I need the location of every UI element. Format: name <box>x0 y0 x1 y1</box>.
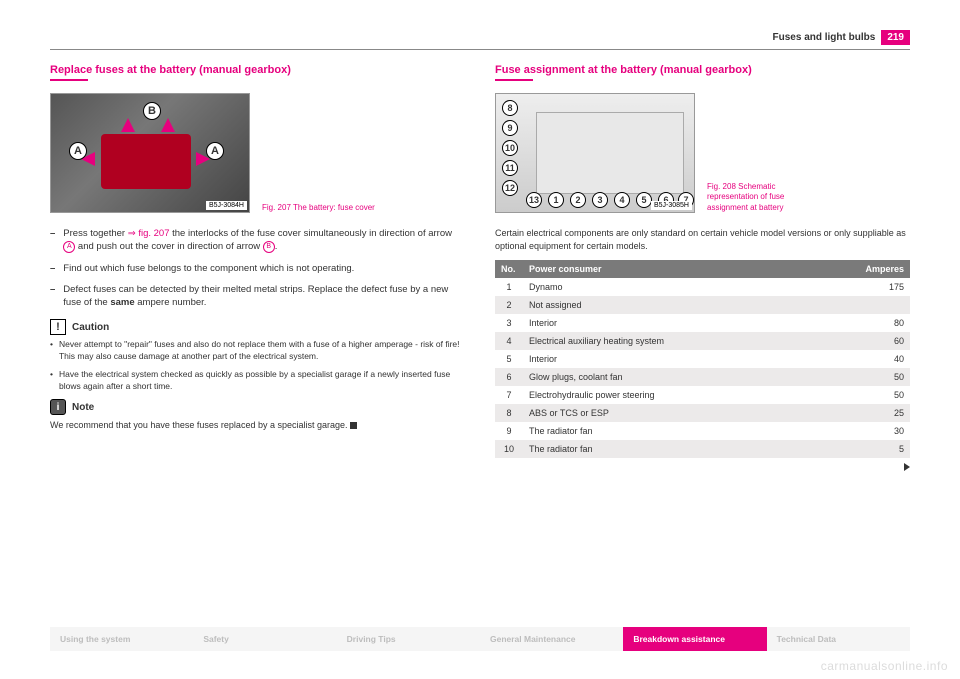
table-row: 9The radiator fan30 <box>495 422 910 440</box>
page-number: 219 <box>881 30 910 45</box>
header-title: Fuses and light bulbs <box>773 32 876 43</box>
figure-207-row: A A B B5J-3084H Fig. 207 The battery: fu… <box>50 93 465 213</box>
right-intro: Certain electrical components are only s… <box>495 227 910 252</box>
badge-b: B <box>143 102 161 120</box>
caution-icon: ! <box>50 319 66 335</box>
figure-207-image: A A B B5J-3084H <box>50 93 250 213</box>
table-row: 7Electrohydraulic power steering50 <box>495 386 910 404</box>
step-1: – Press together ⇒ fig. 207 the interloc… <box>50 227 465 254</box>
caution-header: ! Caution <box>50 319 465 335</box>
table-row: 6Glow plugs, coolant fan50 <box>495 368 910 386</box>
left-column: Replace fuses at the battery (manual gea… <box>50 64 465 471</box>
badge-a-right: A <box>206 142 224 160</box>
figure-208-caption: Fig. 208 Schematic representation of fus… <box>707 182 827 213</box>
note-text: We recommend that you have these fuses r… <box>50 419 465 432</box>
caution-item-2: •Have the electrical system checked as q… <box>50 369 465 393</box>
note-label: Note <box>72 402 94 413</box>
right-section-title: Fuse assignment at the battery (manual g… <box>495 64 910 76</box>
step-3: – Defect fuses can be detected by their … <box>50 283 465 310</box>
nav-item[interactable]: Breakdown assistance <box>623 627 766 651</box>
figure-208-image: 8 9 10 11 12 13 1 2 3 4 5 6 7 B5J-3085H <box>495 93 695 213</box>
nav-item[interactable]: Safety <box>193 627 336 651</box>
right-column: Fuse assignment at the battery (manual g… <box>495 64 910 471</box>
badge-a-left: A <box>69 142 87 160</box>
step-2: – Find out which fuse belongs to the com… <box>50 262 465 275</box>
caution-item-1: •Never attempt to "repair" fuses and als… <box>50 339 465 363</box>
nav-item[interactable]: Driving Tips <box>337 627 480 651</box>
schem-num: 11 <box>502 160 518 176</box>
schem-num: 1 <box>548 192 564 208</box>
nav-item[interactable]: Using the system <box>50 627 193 651</box>
page-header: Fuses and light bulbs 219 <box>50 30 910 50</box>
fuse-table: No. Power consumer Amperes 1Dynamo1752No… <box>495 260 910 458</box>
schem-num: 12 <box>502 180 518 196</box>
watermark: carmanualsonline.info <box>821 659 948 673</box>
title-rule <box>495 79 533 81</box>
figure-207-caption: Fig. 207 The battery: fuse cover <box>262 203 375 213</box>
nav-item[interactable]: Technical Data <box>767 627 910 651</box>
schem-num: 8 <box>502 100 518 116</box>
table-row: 5Interior40 <box>495 350 910 368</box>
th-amperes: Amperes <box>859 260 910 278</box>
caution-label: Caution <box>72 322 109 333</box>
figure-208-row: 8 9 10 11 12 13 1 2 3 4 5 6 7 B5J-3085H … <box>495 93 910 213</box>
left-section-title: Replace fuses at the battery (manual gea… <box>50 64 465 76</box>
note-icon: i <box>50 399 66 415</box>
table-row: 1Dynamo175 <box>495 278 910 296</box>
table-row: 2Not assigned <box>495 296 910 314</box>
th-no: No. <box>495 260 523 278</box>
schem-num: 13 <box>526 192 542 208</box>
schem-num: 3 <box>592 192 608 208</box>
table-row: 8ABS or TCS or ESP25 <box>495 404 910 422</box>
schem-num: 4 <box>614 192 630 208</box>
schem-num: 9 <box>502 120 518 136</box>
th-consumer: Power consumer <box>523 260 859 278</box>
figure-208-tag: B5J-3085H <box>651 201 692 210</box>
schem-num: 2 <box>570 192 586 208</box>
table-row: 3Interior80 <box>495 314 910 332</box>
bottom-nav: Using the systemSafetyDriving TipsGenera… <box>50 627 910 651</box>
figure-207-tag: B5J-3084H <box>206 201 247 210</box>
title-rule <box>50 79 88 81</box>
steps-list: – Press together ⇒ fig. 207 the interloc… <box>50 227 465 309</box>
table-row: 4Electrical auxiliary heating system60 <box>495 332 910 350</box>
note-header: i Note <box>50 399 465 415</box>
continue-indicator <box>495 458 910 471</box>
schem-num: 10 <box>502 140 518 156</box>
table-row: 10The radiator fan5 <box>495 440 910 458</box>
nav-item[interactable]: General Maintenance <box>480 627 623 651</box>
schem-num: 5 <box>636 192 652 208</box>
